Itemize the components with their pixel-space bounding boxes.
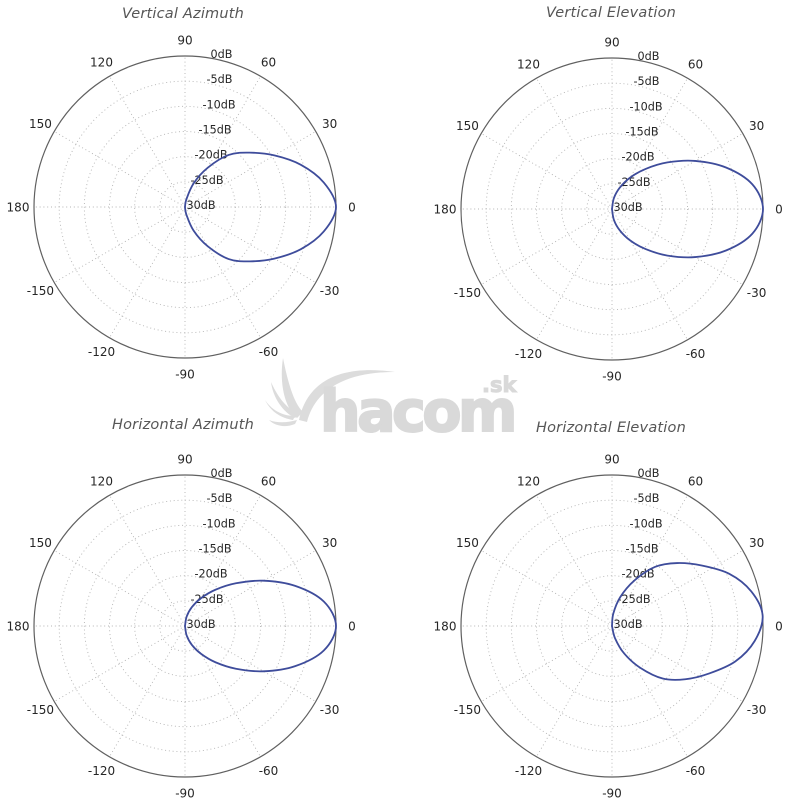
theta-tick-label: 90 — [604, 35, 619, 49]
polar-chart-horizontal-azimuth: 90 60 30 0 -30 -60 -90 -120 -150 180 150 120 0dB -5dB… — [7, 452, 356, 800]
plot-title-horizontal-elevation: Horizontal Elevation — [536, 420, 686, 436]
theta-tick-label: 60 — [261, 475, 276, 489]
theta-tick-label: 120 — [90, 475, 113, 489]
r-tick-label: -10dB — [203, 98, 236, 111]
theta-tick-label: 120 — [517, 475, 540, 489]
r-tick-label: -10dB — [203, 517, 236, 530]
theta-tick-label: 60 — [688, 58, 703, 72]
theta-tick-label: -90 — [602, 369, 622, 383]
gain-lobe-curve — [611, 562, 764, 681]
theta-tick-label: -120 — [88, 345, 115, 359]
r-tick-label: 30dB — [187, 618, 216, 631]
theta-tick-label: 30 — [749, 536, 764, 550]
theta-tick-label: 150 — [29, 536, 52, 550]
r-tick-label: -25dB — [618, 176, 651, 189]
gain-lobe-curve — [184, 151, 337, 263]
theta-tick-label: -30 — [747, 703, 767, 717]
theta-tick-label: -60 — [259, 345, 279, 359]
r-tick-label: 30dB — [614, 618, 643, 631]
r-tick-label: 0dB — [638, 467, 660, 480]
r-tick-label: -15dB — [626, 126, 659, 139]
theta-tick-label: 120 — [517, 58, 540, 72]
plot-title-horizontal-azimuth: Horizontal Azimuth — [112, 417, 254, 433]
theta-tick-label: -150 — [454, 703, 481, 717]
r-tick-label: -5dB — [207, 492, 233, 505]
theta-tick-label: 0 — [775, 202, 783, 216]
theta-tick-label: -90 — [175, 367, 195, 381]
r-tick-label: -5dB — [207, 73, 233, 86]
r-tick-label: -15dB — [626, 543, 659, 556]
theta-tick-label: 90 — [177, 452, 192, 466]
theta-tick-label: 150 — [456, 536, 479, 550]
theta-tick-label: 60 — [261, 56, 276, 70]
polar-plot-vertical-elevation: Vertical Elevation 90 60 30 0 -30 -60 -90 -120 -… — [395, 0, 789, 400]
r-tick-label: 0dB — [211, 467, 233, 480]
theta-tick-label: 30 — [749, 119, 764, 133]
theta-tick-label: -60 — [686, 347, 706, 361]
theta-tick-label: 30 — [322, 536, 337, 550]
theta-tick-label: 0 — [775, 619, 783, 633]
r-tick-label: -25dB — [618, 593, 651, 606]
r-tick-label: -20dB — [622, 151, 655, 164]
theta-tick-label: 150 — [29, 117, 52, 131]
polar-chart-horizontal-elevation: 90 60 30 0 -30 -60 -90 -120 -150 180 150 120 0dB -5dB… — [434, 452, 783, 800]
r-tick-label: 0dB — [211, 48, 233, 61]
theta-tick-label: 180 — [434, 202, 457, 216]
r-tick-label: -5dB — [634, 75, 660, 88]
theta-tick-label: -90 — [602, 786, 622, 800]
polar-plot-horizontal-elevation: Horizontal Elevation 90 60 30 0 -30 -60 -90 -12… — [395, 400, 789, 800]
theta-tick-label: -150 — [27, 703, 54, 717]
theta-tick-label: -150 — [454, 286, 481, 300]
plot-title-vertical-azimuth: Vertical Azimuth — [121, 6, 245, 22]
theta-tick-label: -120 — [88, 764, 115, 778]
theta-tick-label: -150 — [27, 284, 54, 298]
theta-tick-label: 180 — [7, 200, 30, 214]
r-tick-label: -20dB — [195, 568, 228, 581]
r-tick-label: -20dB — [195, 149, 228, 162]
theta-tick-label: -90 — [175, 786, 195, 800]
theta-tick-label: 180 — [434, 619, 457, 633]
r-tick-label: -15dB — [199, 124, 232, 137]
r-tick-label: -5dB — [634, 492, 660, 505]
theta-tick-label: -60 — [259, 764, 279, 778]
polar-chart-vertical-azimuth: 90 60 30 0 -30 -60 -90 -120 -150 180 150 120 0dB -5dB… — [7, 33, 356, 381]
gain-lobe-curve — [184, 579, 337, 673]
theta-tick-label: 120 — [90, 56, 113, 70]
r-tick-label: -15dB — [199, 543, 232, 556]
r-tick-label: -10dB — [630, 100, 663, 113]
theta-tick-label: 90 — [604, 452, 619, 466]
theta-tick-label: -60 — [686, 764, 706, 778]
theta-tick-label: 0 — [348, 619, 356, 633]
r-tick-label: 0dB — [638, 50, 660, 63]
r-tick-label: -10dB — [630, 517, 663, 530]
r-tick-label: -25dB — [191, 593, 224, 606]
theta-tick-label: 180 — [7, 619, 30, 633]
plot-title-vertical-elevation: Vertical Elevation — [545, 5, 677, 21]
theta-tick-label: 60 — [688, 475, 703, 489]
gain-lobe-curve — [611, 159, 764, 259]
polar-plot-horizontal-azimuth: Horizontal Azimuth 90 60 30 0 -30 -60 -90 -120 -… — [0, 400, 394, 800]
polar-plot-vertical-azimuth: Vertical Azimuth 90 60 30 0 -30 -60 -90 -120 -15… — [0, 0, 394, 400]
theta-tick-label: -30 — [320, 703, 340, 717]
theta-tick-label: 150 — [456, 119, 479, 133]
theta-tick-label: 30 — [322, 117, 337, 131]
theta-tick-label: 90 — [177, 33, 192, 47]
theta-tick-label: -120 — [515, 347, 542, 361]
theta-tick-label: -30 — [747, 286, 767, 300]
r-tick-label: 30dB — [614, 201, 643, 214]
theta-tick-label: 0 — [348, 200, 356, 214]
r-tick-label: 30dB — [187, 199, 216, 212]
theta-tick-label: -30 — [320, 284, 340, 298]
theta-tick-label: -120 — [515, 764, 542, 778]
polar-chart-vertical-elevation: 90 60 30 0 -30 -60 -90 -120 -150 180 150 120 0dB -5dB… — [434, 35, 783, 383]
